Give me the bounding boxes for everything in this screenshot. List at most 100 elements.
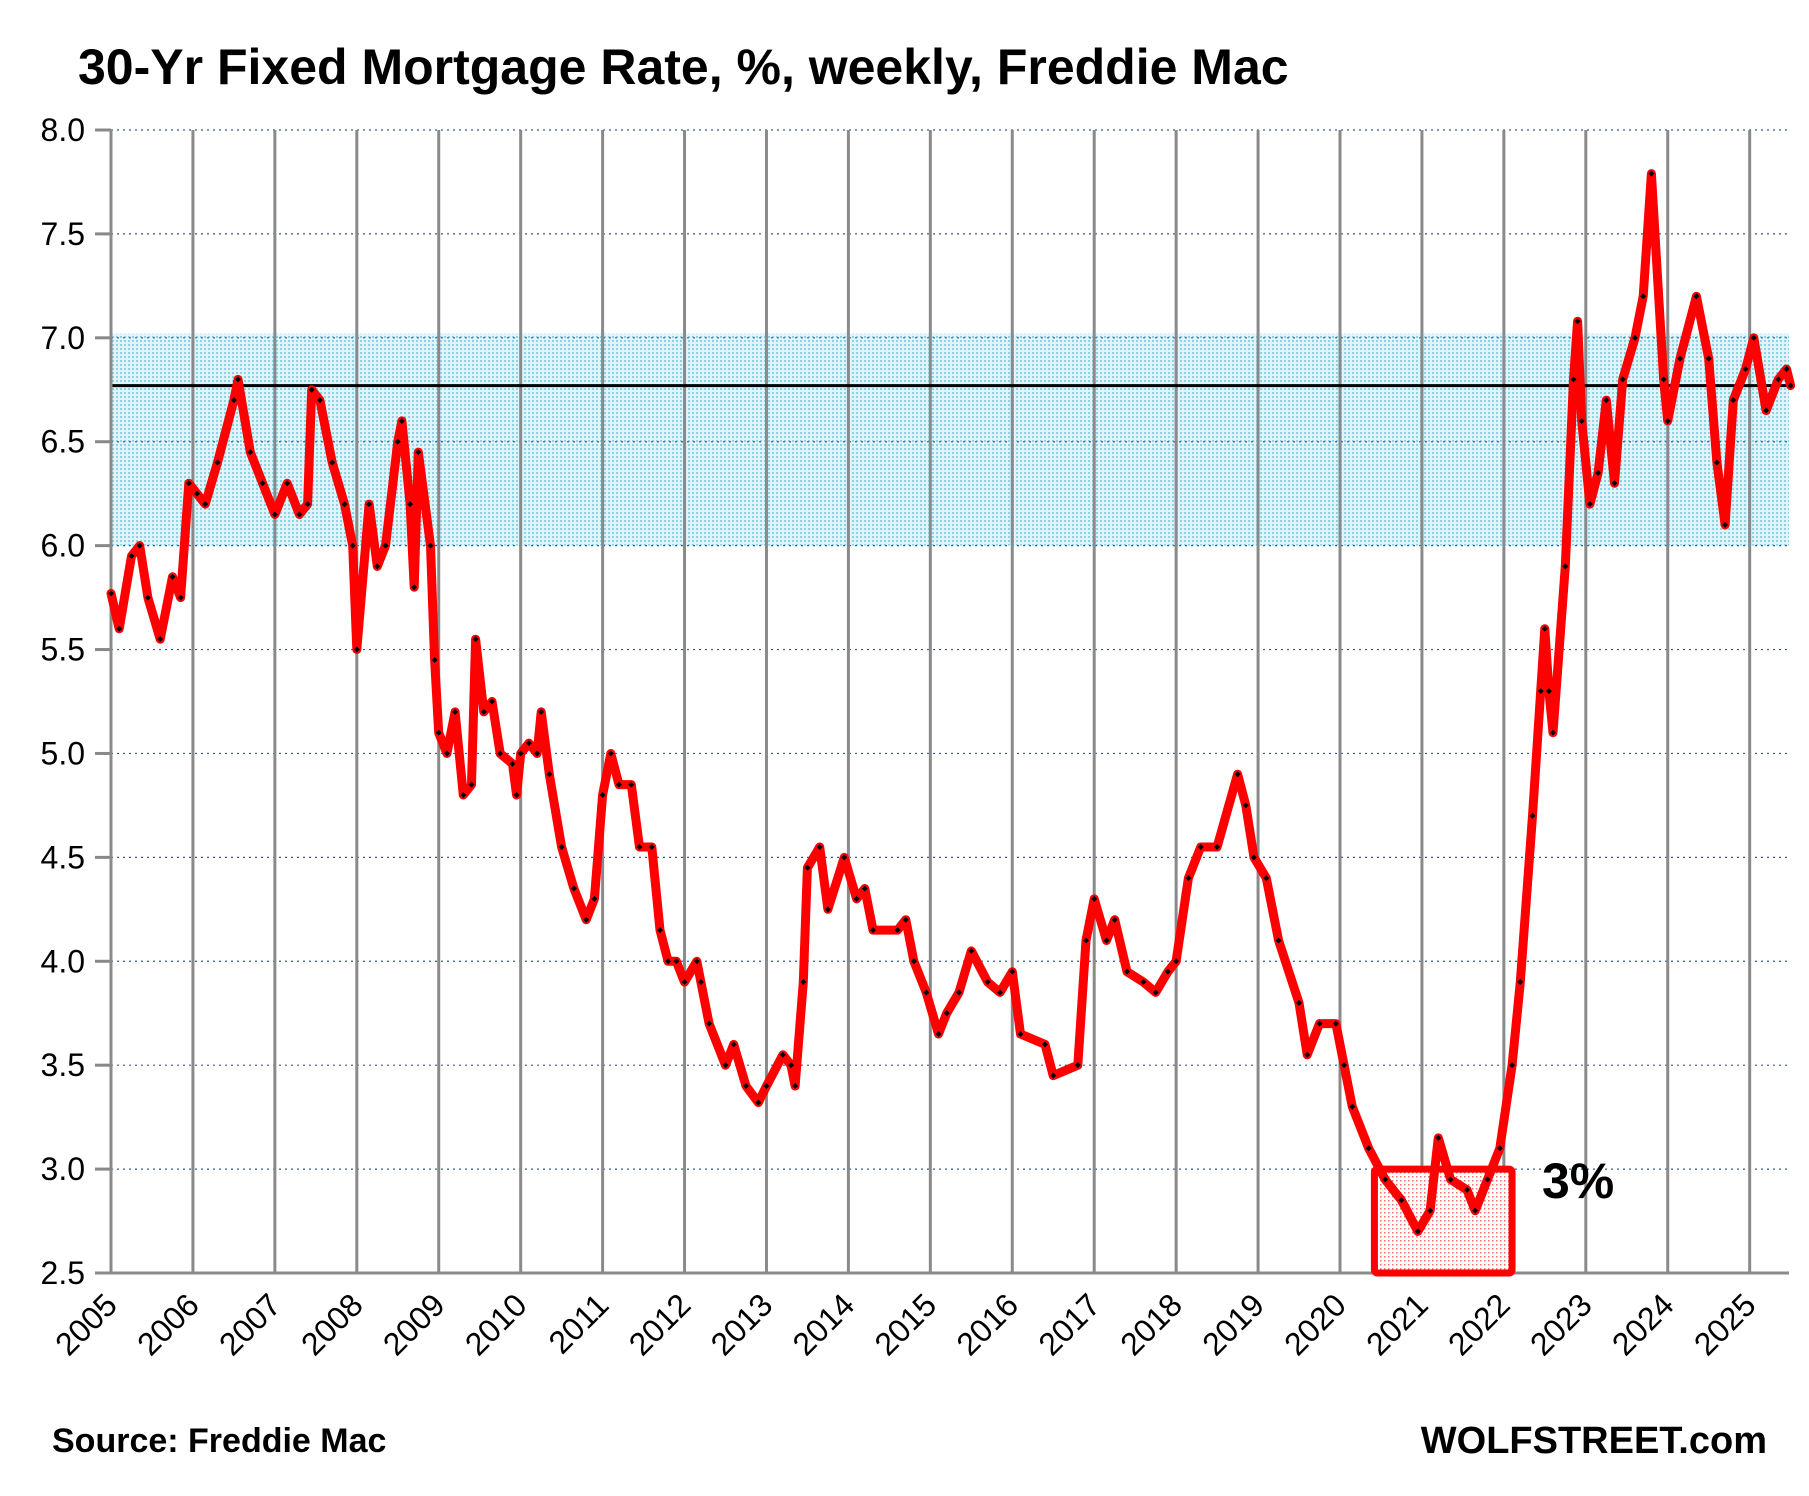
data-point — [1435, 1134, 1442, 1141]
data-point — [1009, 968, 1016, 975]
data-point — [513, 792, 520, 799]
data-point — [1173, 958, 1180, 965]
data-point — [706, 1020, 713, 1027]
data-point — [468, 781, 475, 788]
data-point — [538, 708, 545, 715]
data-point — [443, 750, 450, 757]
data-point — [284, 480, 291, 487]
data-point — [488, 698, 495, 705]
data-point — [394, 438, 401, 445]
data-point — [816, 843, 823, 850]
y-tick-label: 6.0 — [41, 528, 85, 564]
series-layer — [106, 169, 1796, 1236]
data-point — [681, 979, 688, 986]
data-point — [1730, 397, 1737, 404]
data-point — [1214, 843, 1221, 850]
data-point — [1595, 469, 1602, 476]
x-tick-label: 2013 — [704, 1286, 780, 1362]
data-point — [411, 584, 418, 591]
y-tick-label: 8.0 — [41, 112, 85, 148]
data-point — [841, 854, 848, 861]
data-point — [509, 760, 516, 767]
y-tick-label: 5.5 — [41, 632, 85, 668]
data-point — [1472, 1207, 1479, 1214]
data-point — [956, 989, 963, 996]
data-point — [116, 625, 123, 632]
data-point — [1152, 989, 1159, 996]
data-point — [304, 501, 311, 508]
data-point — [1275, 937, 1282, 944]
data-point — [1111, 916, 1118, 923]
data-point — [1083, 937, 1090, 944]
data-point — [730, 1041, 737, 1048]
data-point — [1763, 407, 1770, 414]
data-point — [497, 750, 504, 757]
data-point — [1398, 1197, 1405, 1204]
data-point — [157, 636, 164, 643]
data-point — [1496, 1145, 1503, 1152]
x-tick-label: 2024 — [1605, 1286, 1681, 1362]
data-point — [804, 864, 811, 871]
data-point — [1574, 318, 1581, 325]
annotation-3-percent: 3% — [1542, 1153, 1614, 1209]
data-point — [984, 979, 991, 986]
y-tick-label: 4.5 — [41, 839, 85, 875]
data-point — [792, 1082, 799, 1089]
data-point — [943, 1010, 950, 1017]
data-point — [353, 646, 360, 653]
data-point — [480, 708, 487, 715]
data-point — [697, 979, 704, 986]
data-point — [968, 947, 975, 954]
data-point — [656, 927, 663, 934]
y-tick-label: 3.0 — [41, 1151, 85, 1187]
y-tick-label: 7.0 — [41, 320, 85, 356]
data-point — [788, 1062, 795, 1069]
chart-title: 30-Yr Fixed Mortgage Rate, %, weekly, Fr… — [78, 39, 1289, 95]
x-tick-label: 2020 — [1277, 1286, 1353, 1362]
data-point — [673, 958, 680, 965]
x-tick-label: 2008 — [294, 1286, 370, 1362]
data-point — [1517, 979, 1524, 986]
data-point — [185, 480, 192, 487]
data-point — [366, 501, 373, 508]
data-point — [910, 958, 917, 965]
data-point — [1631, 334, 1638, 341]
data-point — [607, 750, 614, 757]
data-point — [1197, 843, 1204, 850]
data-point — [517, 750, 524, 757]
data-point — [1234, 771, 1241, 778]
data-point — [136, 542, 143, 549]
band-layer — [111, 333, 1789, 546]
data-point — [853, 895, 860, 902]
data-point — [427, 542, 434, 549]
data-point — [1693, 293, 1700, 300]
data-point — [1050, 1072, 1057, 1079]
data-point — [1660, 376, 1667, 383]
brand-watermark: WOLFSTREET.com — [1420, 1420, 1767, 1462]
data-point — [1349, 1103, 1356, 1110]
x-tick-label: 2018 — [1113, 1286, 1189, 1362]
data-point — [1509, 1062, 1516, 1069]
data-point — [1316, 1020, 1323, 1027]
data-point — [1537, 688, 1544, 695]
data-point — [1250, 854, 1257, 861]
data-point — [1140, 979, 1147, 986]
data-point — [341, 501, 348, 508]
data-point — [869, 927, 876, 934]
data-point — [628, 781, 635, 788]
data-point — [570, 885, 577, 892]
data-point — [177, 594, 184, 601]
data-point — [800, 979, 807, 986]
data-point — [525, 740, 532, 747]
data-point — [1304, 1051, 1311, 1058]
data-point — [763, 1082, 770, 1089]
data-point — [583, 916, 590, 923]
data-point — [407, 501, 414, 508]
x-tick-label: 2023 — [1523, 1286, 1599, 1362]
data-point — [1586, 501, 1593, 508]
data-point — [435, 729, 442, 736]
data-point — [194, 490, 201, 497]
data-point — [1570, 376, 1577, 383]
data-point — [271, 511, 278, 518]
x-tick-label: 2012 — [622, 1286, 698, 1362]
